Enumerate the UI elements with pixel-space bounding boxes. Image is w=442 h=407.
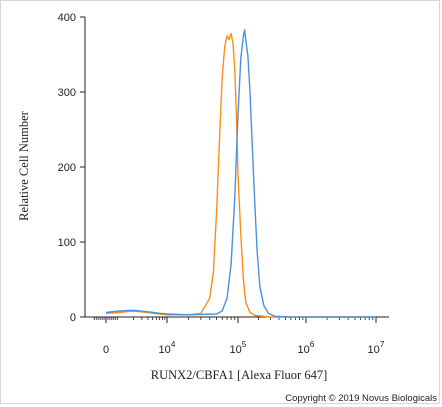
- x-tick-label: 106: [298, 339, 315, 356]
- x-tick-label: 0: [103, 344, 109, 356]
- y-tick-label: 200: [58, 162, 76, 174]
- series-line-2: [105, 29, 376, 318]
- x-axis-label: RUNX2/CBFA1 [Alexa Fluor 647]: [151, 368, 328, 382]
- y-axis-label: Relative Cell Number: [17, 110, 31, 221]
- series-line-1: [105, 32, 376, 318]
- y-tick-label: 0: [70, 312, 76, 324]
- y-tick-label: 400: [58, 12, 76, 24]
- x-tick-label: 105: [230, 339, 247, 356]
- y-tick-label: 100: [58, 237, 76, 249]
- x-tick-label: 107: [368, 339, 385, 356]
- y-tick-label: 300: [58, 87, 76, 99]
- x-tick-label: 104: [159, 339, 176, 356]
- copyright-text: Copyright © 2019 Novus Biologicals: [285, 393, 437, 404]
